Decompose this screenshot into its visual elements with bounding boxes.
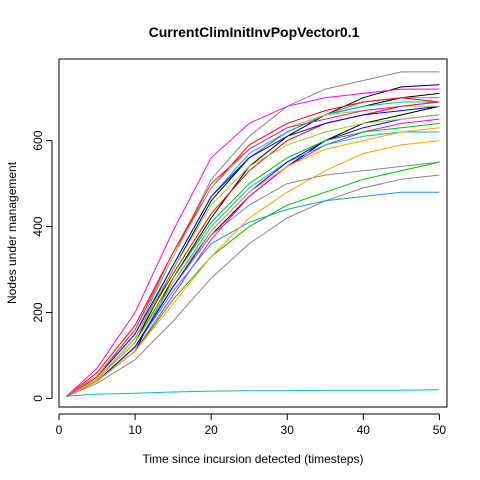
y-axis: 0 200 400 600	[31, 130, 53, 402]
series-line	[66, 105, 440, 397]
y-axis-label: Nodes under management	[5, 161, 19, 304]
series-line	[66, 389, 440, 397]
series-line	[66, 92, 440, 397]
series-line	[66, 191, 440, 397]
series-line	[66, 114, 440, 397]
x-axis: 0 10 20 30 40 50	[56, 413, 447, 437]
series-line	[66, 88, 440, 397]
x-tick-label: 30	[281, 423, 295, 437]
x-axis-label: Time since incursion detected (timesteps…	[143, 452, 364, 466]
series-group	[66, 71, 440, 397]
chart-title: CurrentClimInitInvPopVector0.1	[149, 24, 360, 40]
y-tick-label: 600	[31, 130, 45, 150]
series-line	[66, 174, 440, 397]
x-tick-label: 10	[128, 423, 142, 437]
x-tick-label: 0	[56, 423, 63, 437]
series-line	[66, 97, 440, 397]
x-tick-label: 40	[357, 423, 371, 437]
y-tick-label: 0	[31, 395, 45, 402]
plot-frame	[58, 58, 448, 408]
series-line	[66, 105, 440, 397]
series-line	[66, 105, 440, 397]
series-line	[66, 140, 440, 397]
series-line	[66, 131, 440, 397]
x-tick-label: 50	[433, 423, 447, 437]
series-line	[66, 101, 440, 397]
x-tick-label: 20	[204, 423, 218, 437]
y-tick-label: 400	[31, 216, 45, 236]
y-tick-label: 200	[31, 302, 45, 322]
series-line	[66, 127, 440, 397]
